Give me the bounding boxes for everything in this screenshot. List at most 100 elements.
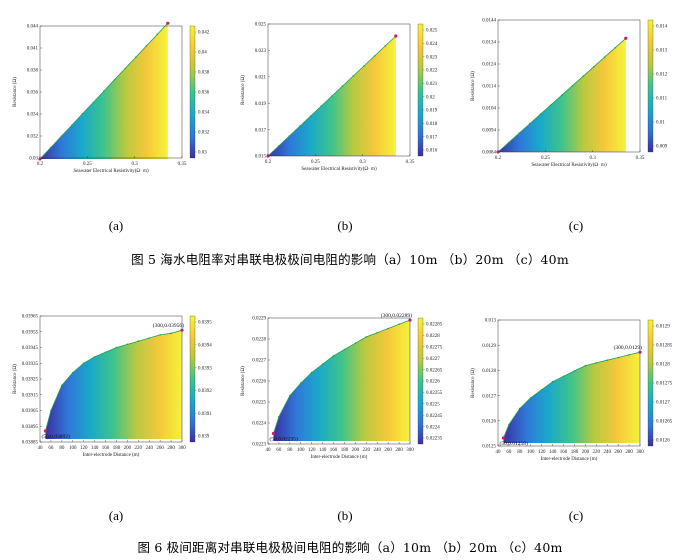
y-tick-label: 0.021 — [255, 76, 267, 81]
x-tick-label: 60 — [276, 448, 282, 453]
colorbar-tick-label: 0.021 — [426, 82, 438, 87]
x-tick-label: 0.2 — [37, 162, 44, 167]
data-point — [593, 65, 595, 68]
colorbar-tick-label: 0.019 — [426, 109, 438, 114]
colorbar-tick-label: 0.02285 — [426, 323, 443, 328]
data-point — [343, 348, 346, 351]
annotation-end: (300,0.0129) — [614, 344, 643, 351]
colorbar-tick-label: 0.017 — [426, 135, 438, 140]
x-tick-label: 140 — [91, 446, 99, 451]
x-axis-label: Inter-electrode Distance (m) — [541, 457, 598, 462]
colorbar-tick-label: 0.0395 — [198, 321, 212, 326]
colorbar-tick-label: 0.02235 — [426, 437, 443, 442]
x-tick-label: 280 — [167, 446, 175, 451]
y-tick-label: 0.017 — [255, 128, 267, 133]
y-tick-label: 0.0226 — [252, 380, 266, 385]
data-point — [518, 132, 521, 134]
series-line — [503, 351, 641, 439]
colorbar — [417, 317, 424, 445]
colorbar-tick-label: 0.0228 — [426, 334, 440, 339]
data-point — [145, 45, 148, 47]
y-tick-label: 0.044 — [27, 25, 39, 30]
x-axis-label: Inter-electrode Distance (m) — [83, 453, 140, 458]
data-point — [582, 75, 584, 77]
colorbar — [417, 23, 424, 157]
area-fill — [273, 320, 410, 441]
data-point — [170, 332, 172, 335]
x-axis-label: Seawater Electrical Resistivity(Ω· m) — [531, 163, 607, 168]
data-point — [573, 370, 576, 372]
data-point — [603, 56, 606, 59]
end-marker — [166, 21, 170, 25]
x-tick-label: 100 — [297, 448, 305, 453]
x-tick-label: 140 — [549, 450, 557, 455]
area-fill — [45, 330, 182, 439]
x-tick-label: 100 — [69, 446, 77, 451]
colorbar-tick-label: 0.0129 — [656, 325, 670, 330]
x-tick-label: 0.2 — [265, 160, 272, 165]
y-tick-label: 0.0129 — [482, 344, 496, 349]
annotation-end: (300,0.02289) — [381, 312, 412, 319]
y-axis-label: Resistance (Ω) — [471, 71, 476, 101]
data-point — [115, 346, 118, 349]
data-point — [148, 337, 151, 339]
data-point — [299, 125, 301, 127]
annotation-start: (50,0.01258) — [499, 440, 528, 447]
y-tick-label: 0.03925 — [22, 378, 39, 383]
data-point — [61, 384, 63, 387]
data-point — [365, 336, 368, 338]
colorbar-tick-label: 0.04 — [198, 51, 207, 56]
x-tick-label: 280 — [395, 448, 403, 453]
data-point — [550, 103, 553, 106]
x-tick-label: 80 — [59, 446, 65, 451]
data-point — [571, 84, 574, 87]
colorbar-tick-label: 0.018 — [426, 122, 438, 127]
x-tick-label: 80 — [287, 448, 293, 453]
x-tick-label: 220 — [135, 446, 143, 451]
x-tick-label: 180 — [571, 450, 579, 455]
data-point — [595, 362, 598, 364]
y-tick-label: 0.03965 — [22, 315, 39, 320]
data-point — [60, 135, 63, 138]
x-axis-label: Seawater Electrical Resistivity(Ω· m) — [73, 169, 149, 174]
colorbar-tick-label: 0.0394 — [198, 344, 212, 349]
y-tick-label: 0.0229 — [252, 317, 266, 322]
data-point — [321, 363, 324, 365]
y-tick-label: 0.03895 — [22, 425, 39, 430]
x-tick-label: 220 — [363, 448, 371, 453]
data-point — [529, 396, 532, 399]
colorbar-tick-label: 0.011 — [656, 97, 668, 102]
y-tick-label: 0.0134 — [482, 41, 496, 46]
x-axis-label: Seawater Electrical Resistivity(Ω· m) — [301, 167, 377, 172]
x-tick-label: 260 — [614, 450, 622, 455]
colorbar-tick-label: 0.034 — [198, 111, 210, 116]
x-tick-label: 120 — [308, 448, 316, 453]
y-axis-label: Resistance (Ω) — [241, 366, 246, 396]
x-tick-label: 140 — [319, 448, 327, 453]
colorbar-tick-label: 0.024 — [426, 42, 438, 47]
figure-6-caption: 图 6 极间距离对串联电极极间电阻的影响（a）10m （b）20m （c）40m — [137, 540, 563, 555]
data-point — [156, 33, 158, 36]
x-axis-label: Inter-electrode Distance (m) — [311, 455, 368, 460]
series-line — [45, 329, 183, 432]
x-tick-label: 0.3 — [590, 156, 597, 161]
y-tick-label: 0.03885 — [22, 441, 39, 446]
x-tick-label: 160 — [330, 448, 338, 453]
colorbar-tick-label: 0.02275 — [426, 346, 443, 351]
y-tick-label: 0.015 — [255, 155, 267, 160]
y-tick-label: 0.0227 — [252, 359, 266, 364]
data-point — [289, 394, 291, 397]
chart-fig6a: 40 60 80 100 120 140 160 180 200 220 240 260 280 300 0… — [10, 310, 215, 470]
colorbar-tick-label: 0.036 — [198, 91, 210, 96]
y-tick-label: 0.0128 — [482, 369, 496, 374]
colorbar-tick-label: 0.0391 — [198, 412, 212, 417]
x-tick-label: 0.25 — [541, 156, 550, 161]
y-axis-label: Resistance (Ω) — [13, 364, 18, 394]
y-tick-label: 0.032 — [27, 135, 39, 140]
data-point — [507, 141, 510, 144]
x-tick-label: 240 — [145, 446, 153, 451]
data-point — [310, 371, 313, 374]
colorbar — [647, 19, 654, 153]
data-point — [93, 356, 96, 358]
data-point — [398, 323, 400, 326]
